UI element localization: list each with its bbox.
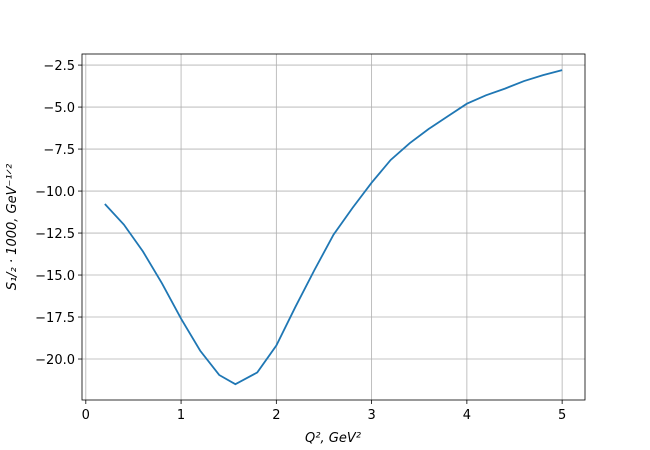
y-tick-label: −15.0 [35, 269, 75, 284]
x-tick-label: 4 [463, 408, 471, 423]
y-tick-label: −17.5 [35, 311, 75, 326]
x-tick-label: 1 [177, 408, 185, 423]
x-axis-label: Q², GeV² [305, 431, 361, 446]
y-tick-label: −20.0 [35, 353, 75, 368]
y-tick-label: −12.5 [35, 227, 75, 242]
y-axis-label: S₁/₂ · 1000, GeV⁻¹ᐟ² [5, 164, 20, 291]
x-tick-label: 2 [272, 408, 280, 423]
y-tick-label: −5.0 [43, 101, 75, 116]
x-tick-label: 3 [367, 408, 375, 423]
y-tick-label: −10.0 [35, 185, 75, 200]
x-tick-label: 0 [82, 408, 90, 423]
line-series [104, 69, 563, 386]
y-tick-label: −2.5 [43, 59, 75, 74]
y-tick-label: −7.5 [43, 143, 75, 158]
plot-frame [81, 53, 586, 401]
x-tick-label: 5 [558, 408, 566, 423]
